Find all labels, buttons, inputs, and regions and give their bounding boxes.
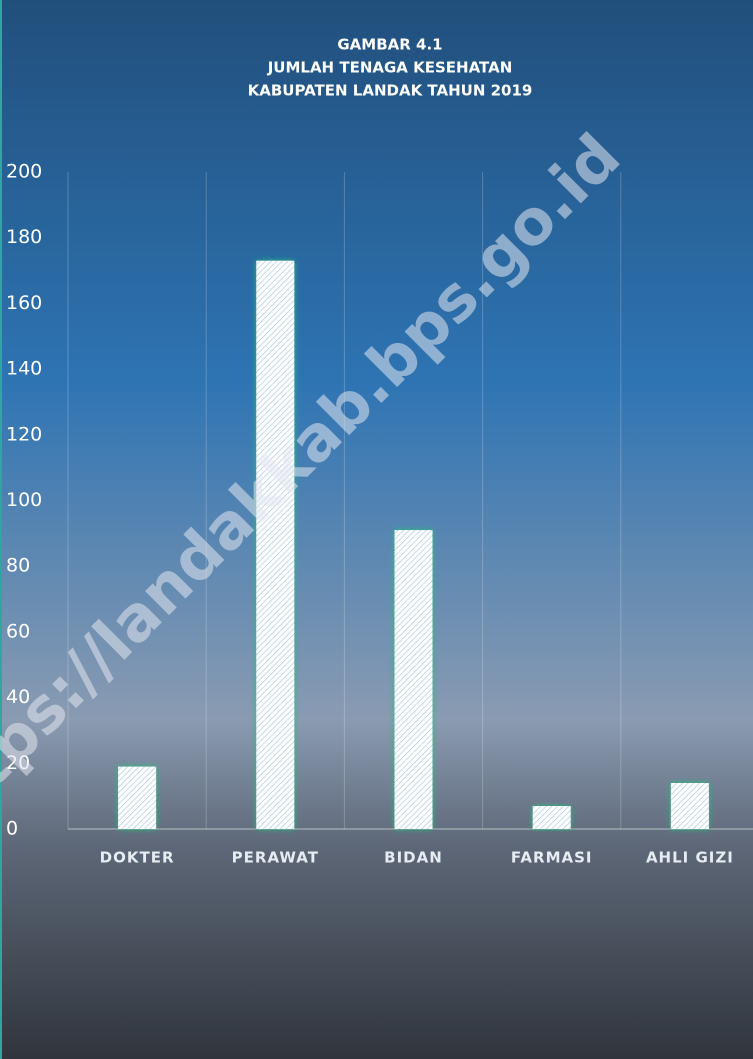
x-tick-label: BIDAN [384,849,443,867]
chart-title: GAMBAR 4.1 [337,36,442,54]
x-tick-label: DOKTER [100,849,175,867]
y-tick-label: 60 [6,620,30,642]
bar [394,530,433,829]
y-tick-label: 100 [6,489,42,511]
y-tick-label: 140 [6,358,42,380]
chart-title: JUMLAH TENAGA KESEHATAN [267,59,513,77]
bar [118,766,157,829]
y-tick-label: 0 [6,818,18,840]
bar [670,783,709,829]
x-tick-label: AHLI GIZI [646,849,734,867]
x-tick-label: FARMASI [511,849,593,867]
y-tick-label: 120 [6,423,42,445]
y-tick-label: 160 [6,292,42,314]
y-tick-label: 180 [6,226,42,248]
y-tick-label: 80 [6,555,30,577]
chart-title: KABUPATEN LANDAK TAHUN 2019 [248,82,533,100]
bar [532,806,571,829]
y-tick-label: 20 [6,752,30,774]
x-tick-label: PERAWAT [232,849,319,867]
y-tick-label: 200 [6,161,42,183]
y-tick-label: 40 [6,686,30,708]
bar [256,260,295,829]
